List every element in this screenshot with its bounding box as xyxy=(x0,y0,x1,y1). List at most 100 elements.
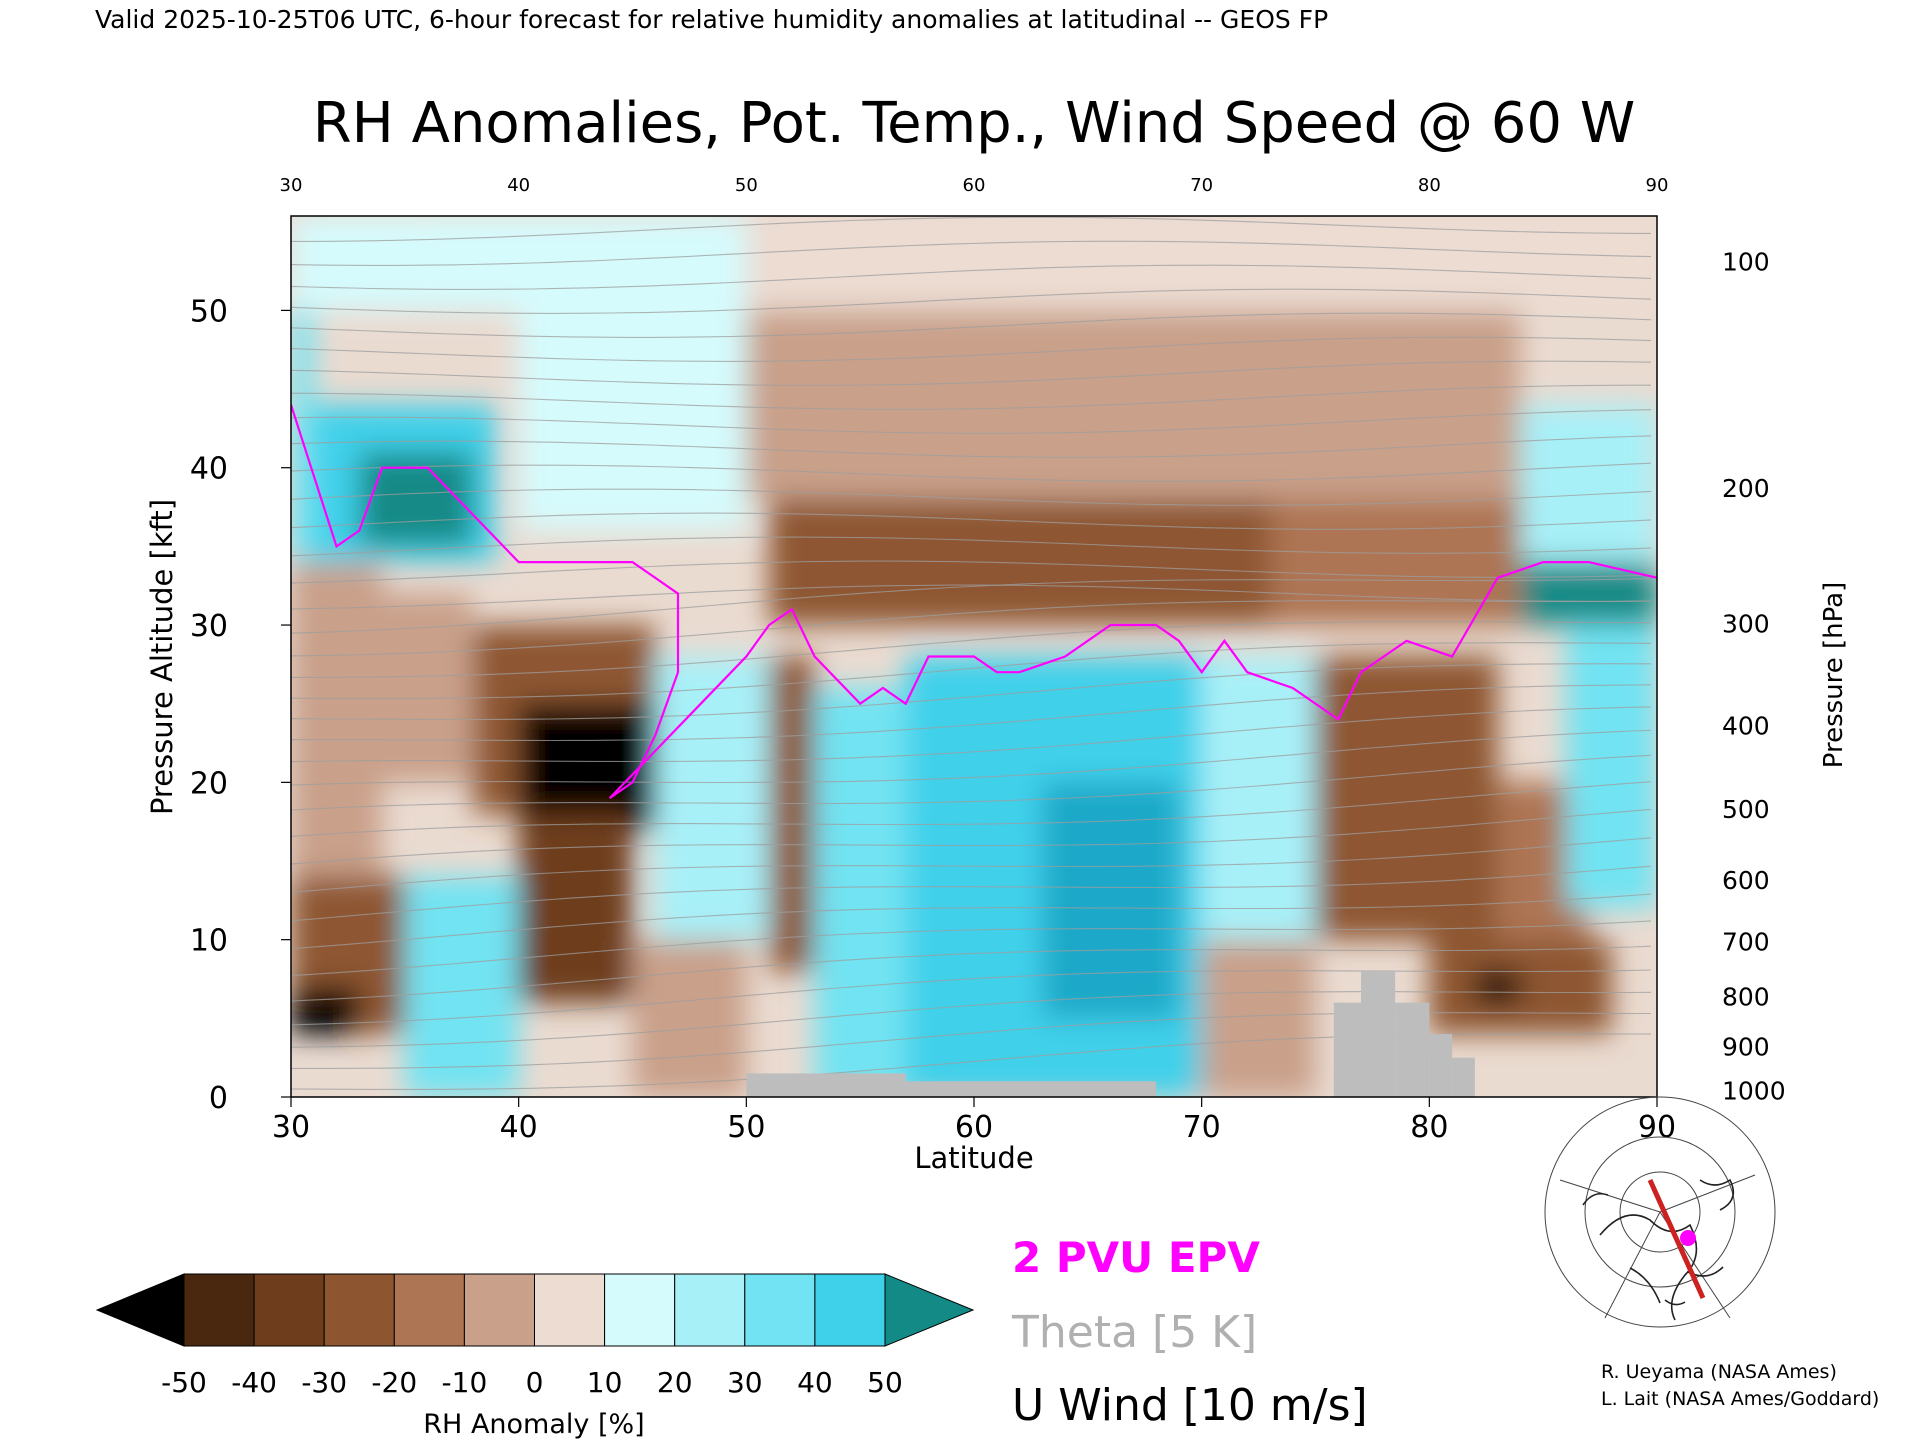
theta-contour xyxy=(291,462,1652,482)
x-axis-label: Latitude xyxy=(914,1141,1033,1175)
theta-contour xyxy=(291,512,1652,530)
y-tick-label: 10 xyxy=(190,924,228,959)
inset-map-coastline xyxy=(1582,1178,1735,1321)
colorbar-tick-label: 20 xyxy=(657,1366,693,1399)
theta-contour xyxy=(291,264,1652,290)
epv-contour xyxy=(291,404,1657,800)
theta-contour xyxy=(291,560,1652,584)
x-tick-label: 60 xyxy=(955,1110,993,1145)
colorbar-tick-label: 10 xyxy=(587,1366,623,1399)
x-tick-label: 80 xyxy=(1410,1110,1448,1145)
theta-contour xyxy=(291,240,1652,266)
theta-contour xyxy=(291,706,1652,763)
x-top-tick-label: 60 xyxy=(963,175,986,196)
x-top-tick-label: 50 xyxy=(735,175,758,196)
theta-contour xyxy=(291,808,1652,865)
colorbar-tick-label: -50 xyxy=(161,1366,207,1399)
pressure-tick-label: 200 xyxy=(1722,474,1770,503)
x-top-tick-label: 40 xyxy=(507,175,530,196)
rh-region xyxy=(632,939,747,1097)
colorbar-tick-label: 50 xyxy=(867,1366,903,1399)
rh-region xyxy=(404,876,519,1097)
terrain-block xyxy=(746,1073,906,1097)
theta-contour xyxy=(291,288,1652,314)
rh-region xyxy=(518,703,656,830)
rh-region xyxy=(518,813,633,1003)
inset-map-transect-line xyxy=(1647,1178,1706,1300)
epv-line xyxy=(291,404,1657,800)
colorbar-tick-label: 0 xyxy=(526,1366,544,1399)
y-axis-pressure: 100 200 300 400 500 600 700 800 900 1000 xyxy=(1722,248,1786,1106)
theta-contour xyxy=(291,312,1652,338)
chart-title: RH Anomalies, Pot. Temp., Wind Speed @ 6… xyxy=(313,91,1635,156)
rh-region xyxy=(1315,656,1498,940)
pressure-tick-label: 600 xyxy=(1722,866,1770,895)
pressure-tick-label: 700 xyxy=(1722,927,1770,956)
theta-contour xyxy=(291,642,1652,699)
credit-line-1: R. Ueyama (NASA Ames) xyxy=(1601,1361,1837,1383)
plot-area xyxy=(290,215,1658,1098)
rh-region xyxy=(769,656,815,972)
colorbar-tick-label: 30 xyxy=(727,1366,763,1399)
x-axis: 30 40 50 60 70 80 90 xyxy=(272,1097,1676,1145)
colorbar-cell xyxy=(393,1273,465,1347)
theta-contour xyxy=(291,384,1651,410)
rh-region xyxy=(1201,939,1316,1097)
colorbar-cell xyxy=(534,1273,606,1347)
terrain-block xyxy=(1361,971,1396,1097)
y2-axis-label: Pressure [hPa] xyxy=(1819,582,1849,769)
theta-contours xyxy=(291,216,1652,1090)
rh-region xyxy=(427,216,747,311)
theta-contour xyxy=(291,920,1652,977)
colorbar-cell xyxy=(463,1273,535,1347)
colorbar-tick-label: 40 xyxy=(797,1366,833,1399)
pressure-tick-label: 1000 xyxy=(1722,1077,1786,1106)
x-top-tick-label: 90 xyxy=(1646,175,1669,196)
terrain-block xyxy=(905,1081,1157,1097)
theta-contour xyxy=(291,360,1652,386)
rh-region xyxy=(1042,782,1179,1019)
terrain-mask xyxy=(746,971,1475,1097)
y-tick-label: 30 xyxy=(190,609,228,644)
rh-region xyxy=(382,593,474,783)
rh-region xyxy=(291,216,428,311)
inset-map-meridian xyxy=(1659,1174,1756,1213)
colorbar-cell xyxy=(674,1273,746,1347)
terrain-block xyxy=(1395,1002,1430,1097)
colorbar-tick-label: -30 xyxy=(301,1366,347,1399)
theta-contour xyxy=(291,945,1652,1002)
theta-contour xyxy=(291,893,1652,950)
theta-contour xyxy=(291,969,1652,1026)
inset-map-latitude-ring xyxy=(1584,1136,1736,1288)
x-top-tick-label: 70 xyxy=(1190,175,1213,196)
y-tick-label: 40 xyxy=(190,452,228,487)
rh-region xyxy=(1565,625,1657,909)
rh-region xyxy=(746,216,1657,311)
terrain-block xyxy=(1333,1002,1362,1097)
theta-contour xyxy=(291,336,1652,362)
terrain-block xyxy=(1429,1034,1453,1097)
x-top-axis: 30 40 50 60 70 80 90 xyxy=(280,175,1669,196)
colorbar-cell xyxy=(183,1273,255,1347)
rh-region xyxy=(1474,971,1521,1003)
y-axis-label: Pressure Altitude [kft] xyxy=(145,499,179,815)
rh-region xyxy=(814,687,906,1097)
pressure-tick-label: 900 xyxy=(1722,1033,1770,1062)
legend-epv: 2 PVU EPV xyxy=(1012,1233,1260,1282)
theta-contour xyxy=(291,621,1651,678)
inset-map-meridian xyxy=(1559,1179,1661,1213)
pressure-tick-label: 400 xyxy=(1722,712,1770,741)
pressure-tick-label: 300 xyxy=(1722,609,1770,638)
theta-contour xyxy=(291,663,1651,721)
colorbar: -50 -40 -30 -20 -10 0 10 20 30 40 50 xyxy=(95,1273,975,1399)
theta-contour xyxy=(291,781,1652,837)
inset-map-transect-marker xyxy=(1680,1230,1696,1246)
theta-contour xyxy=(291,684,1652,742)
theta-contour xyxy=(291,754,1652,811)
inset-map-latitude-ring xyxy=(1544,1096,1776,1328)
rh-region xyxy=(291,310,314,626)
inset-map-meridian xyxy=(1604,1211,1661,1319)
y-tick-label: 20 xyxy=(190,766,228,801)
